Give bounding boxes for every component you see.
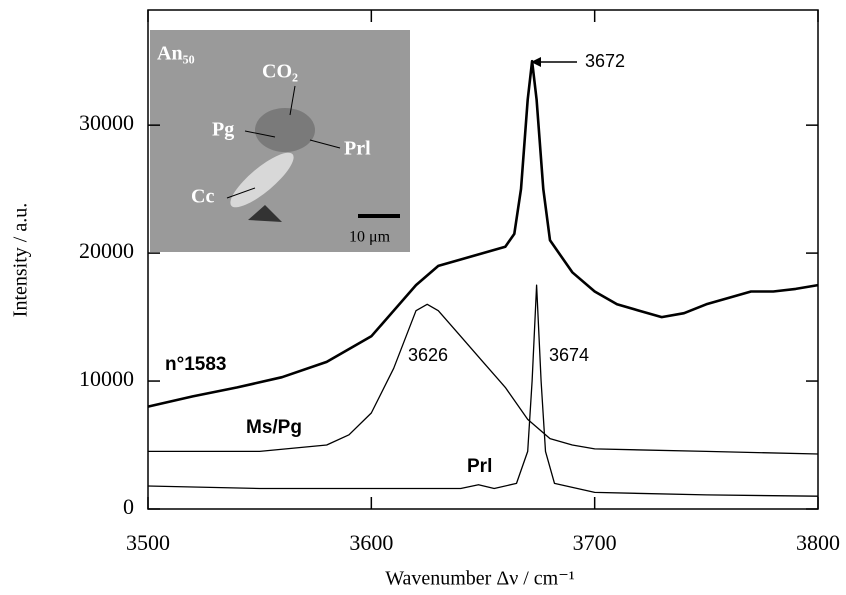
plot-frame xyxy=(147,9,819,510)
series-label: n°1583 xyxy=(165,354,226,375)
y-tick-label: 20000 xyxy=(79,238,134,263)
series-label: Prl xyxy=(467,456,492,477)
inset-dark xyxy=(248,205,282,222)
y-axis-title: Intensity / a.u. xyxy=(10,203,32,317)
inset-label: Pg xyxy=(212,119,234,141)
x-tick-label: 3800 xyxy=(796,530,840,555)
peak-label: 3626 xyxy=(408,345,448,365)
x-tick-label: 3500 xyxy=(126,530,170,555)
series-label: Ms/Pg xyxy=(246,417,302,438)
y-tick-label: 10000 xyxy=(79,366,134,391)
y-tick-label: 30000 xyxy=(79,110,134,135)
inset-inclusion xyxy=(255,108,315,152)
series-line xyxy=(147,59,819,408)
inset-label: An₅₀ xyxy=(157,43,195,65)
peak-label: 3672 xyxy=(585,51,625,71)
x-tick-label: 3700 xyxy=(573,530,617,555)
x-axis-title: Wavenumber Δν / cm⁻¹ xyxy=(385,568,575,590)
peak-label: 3674 xyxy=(549,345,589,365)
inset-label: CO₂ xyxy=(262,61,298,83)
leaders xyxy=(226,85,341,199)
series-line xyxy=(148,303,819,455)
x-tick-label: 3600 xyxy=(349,530,393,555)
inset-label: Cc xyxy=(191,186,214,208)
scale-label: 10 μm xyxy=(349,229,391,246)
arrow-head xyxy=(531,57,541,67)
series-line xyxy=(147,284,819,497)
y-tick-label: 0 xyxy=(123,494,134,519)
inset-label: Prl xyxy=(344,138,371,160)
inset-crystal xyxy=(230,152,294,208)
